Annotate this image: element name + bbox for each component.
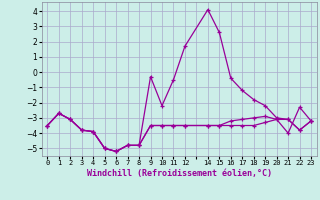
X-axis label: Windchill (Refroidissement éolien,°C): Windchill (Refroidissement éolien,°C) <box>87 169 272 178</box>
